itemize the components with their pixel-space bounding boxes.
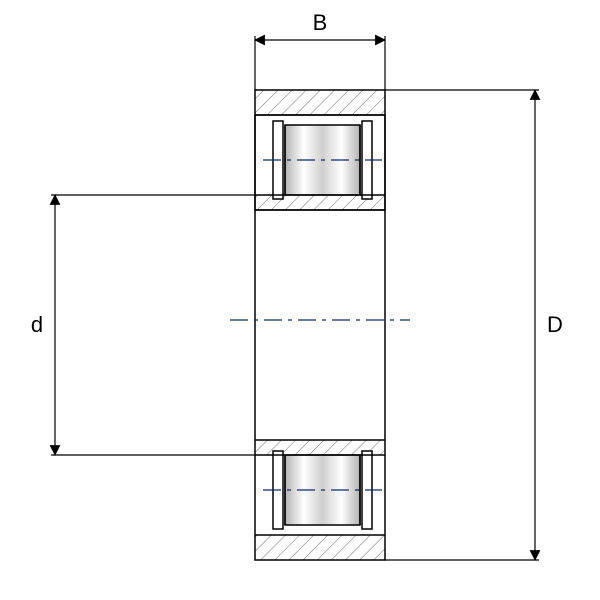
rollers [273,121,372,529]
outer-diameter-label: D [547,312,563,337]
bore-label: d [31,312,43,337]
width-label: B [313,10,328,35]
bearing-section-diagram: B d D [0,0,600,600]
